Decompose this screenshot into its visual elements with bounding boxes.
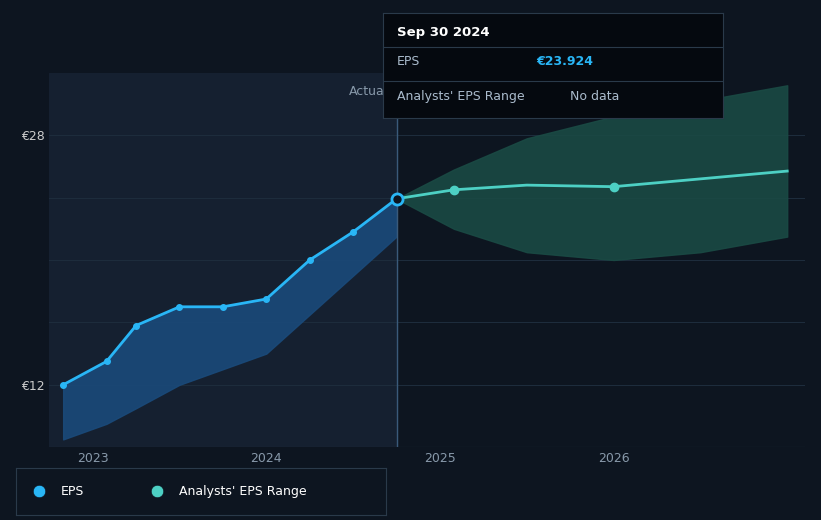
Text: Analysts' EPS Range: Analysts' EPS Range — [397, 89, 525, 102]
Text: EPS: EPS — [61, 485, 84, 498]
Text: €23.924: €23.924 — [536, 55, 593, 68]
Text: Analysts Forecasts: Analysts Forecasts — [410, 85, 527, 98]
Text: No data: No data — [570, 89, 619, 102]
Text: Actual: Actual — [349, 85, 388, 98]
Text: Analysts' EPS Range: Analysts' EPS Range — [179, 485, 306, 498]
Text: EPS: EPS — [397, 55, 420, 68]
Text: Sep 30 2024: Sep 30 2024 — [397, 25, 489, 38]
Bar — [49, 73, 397, 447]
